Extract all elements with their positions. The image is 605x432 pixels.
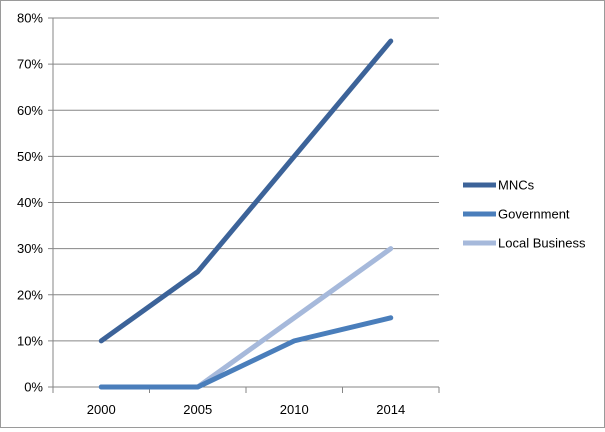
x-tick-label: 2010 (280, 402, 309, 417)
y-tick-label: 10% (17, 333, 43, 348)
y-tick-label: 50% (17, 149, 43, 164)
y-tick-label: 40% (17, 195, 43, 210)
x-tick-label: 2000 (87, 402, 116, 417)
y-tick-label: 60% (17, 103, 43, 118)
y-tick-label: 20% (17, 287, 43, 302)
legend-label: Government (498, 207, 570, 222)
y-tick-label: 80% (17, 11, 43, 26)
x-tick-label: 2014 (376, 402, 405, 417)
series-line-mncs (98, 38, 394, 344)
series-lines (98, 38, 394, 390)
legend-label: Local Business (498, 236, 586, 251)
legend-label: MNCs (498, 178, 535, 193)
series-line-government (98, 315, 394, 390)
x-tick-label: 2005 (183, 402, 212, 417)
y-axis: 0% 10% 20% 30% 40% 50% 60% 70% 80% (17, 11, 54, 395)
x-axis: 2000 2005 2010 2014 (52, 386, 440, 417)
y-tick-label: 70% (17, 57, 43, 72)
y-tick-label: 0% (24, 380, 43, 395)
legend: MNCs Government Local Business (463, 178, 586, 251)
gridlines (53, 17, 439, 342)
y-tick-label: 30% (17, 241, 43, 256)
